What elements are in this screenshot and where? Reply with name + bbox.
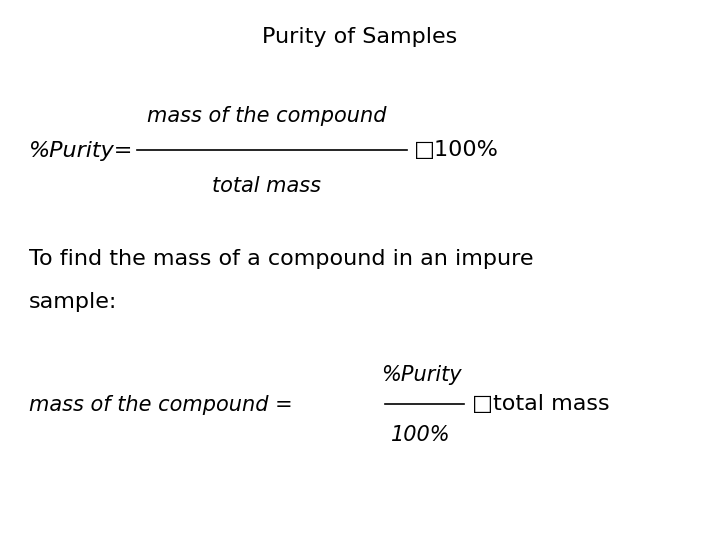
Text: %Purity: %Purity xyxy=(381,365,462,386)
Text: □100%: □100% xyxy=(414,140,499,160)
Text: mass of the compound: mass of the compound xyxy=(147,106,386,126)
Text: sample:: sample: xyxy=(29,292,117,313)
Text: □total mass: □total mass xyxy=(472,394,609,414)
Text: Purity of Samples: Purity of Samples xyxy=(262,27,458,47)
Text: %Purity=: %Purity= xyxy=(29,141,133,161)
Text: mass of the compound =: mass of the compound = xyxy=(29,395,292,415)
Text: To find the mass of a compound in an impure: To find the mass of a compound in an imp… xyxy=(29,249,534,269)
Text: total mass: total mass xyxy=(212,176,321,197)
Text: 100%: 100% xyxy=(392,424,451,445)
